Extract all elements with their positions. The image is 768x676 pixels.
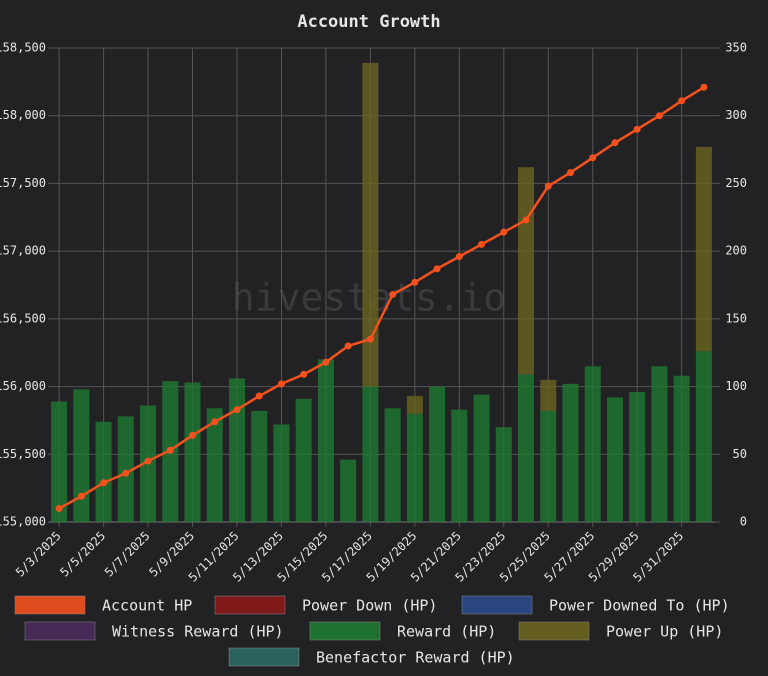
bar (540, 410, 557, 522)
point (655, 112, 663, 120)
bar (473, 394, 490, 522)
point (233, 406, 241, 414)
line (58, 86, 705, 510)
bar (295, 398, 312, 522)
point (478, 240, 486, 248)
point (255, 392, 263, 400)
point (433, 265, 441, 273)
legend-swatch (228, 647, 300, 667)
legend-label: Benefactor Reward (HP) (316, 649, 515, 667)
legend-swatch (14, 595, 86, 615)
y2-tick-label: 300 (725, 108, 747, 122)
y-tick-label: 157,000 (0, 244, 46, 258)
bar (206, 408, 223, 522)
y2-tick-label: 100 (725, 379, 747, 393)
y2-tick-label: 350 (725, 41, 747, 55)
bar (584, 366, 601, 522)
point (455, 253, 463, 261)
y2-tick-label: 150 (725, 311, 747, 325)
point (300, 370, 308, 378)
y2-tick-label: 250 (725, 176, 747, 190)
bar (51, 401, 68, 522)
point (322, 358, 330, 366)
legend-label: Witness Reward (HP) (112, 623, 284, 641)
point (589, 154, 597, 162)
y2-tick-label: 0 (740, 515, 747, 529)
bar (317, 359, 334, 522)
bar (362, 62, 379, 387)
legend-label: Account HP (102, 597, 192, 615)
bar (606, 397, 623, 522)
bar (695, 351, 712, 522)
point (144, 457, 152, 465)
y-tick-label: 158,500 (0, 41, 46, 55)
point (544, 182, 552, 190)
point (633, 125, 641, 133)
point (566, 169, 574, 177)
bar (562, 383, 579, 522)
point (277, 380, 285, 388)
bar (73, 389, 90, 522)
legend-swatch (461, 595, 533, 615)
y-tick-label: 157,500 (0, 176, 46, 190)
legend-swatch (24, 621, 96, 641)
bar (451, 409, 468, 522)
bar (518, 374, 535, 522)
point (500, 228, 508, 236)
legend-swatch (214, 595, 286, 615)
bar (384, 408, 401, 522)
bar (651, 366, 668, 522)
bar (406, 396, 423, 414)
bar (429, 386, 446, 522)
bar (495, 427, 512, 522)
bar (340, 459, 357, 522)
legend-label: Power Down (HP) (302, 597, 437, 615)
bar (184, 382, 201, 522)
y-tick-label: 155,000 (0, 515, 46, 529)
bar (673, 375, 690, 522)
y2-tick-label: 200 (725, 244, 747, 258)
bar (251, 410, 268, 522)
point (100, 479, 108, 487)
bar (228, 378, 245, 522)
point (366, 335, 374, 343)
y2-tick-label: 50 (733, 447, 747, 461)
legend-label: Power Up (HP) (606, 623, 723, 641)
legend-label: Power Downed To (HP) (549, 597, 730, 615)
point (700, 83, 708, 91)
bar (95, 421, 112, 522)
point (611, 139, 619, 147)
point (678, 97, 686, 105)
legend-swatch (518, 621, 590, 641)
point (389, 290, 397, 298)
legend-swatch (309, 621, 381, 641)
point (77, 492, 85, 500)
point (166, 446, 174, 454)
point (189, 431, 197, 439)
bar (406, 413, 423, 522)
chart-title: Account Growth (297, 12, 440, 32)
y-tick-label: 156,500 (0, 311, 46, 325)
y-tick-label: 156,000 (0, 379, 46, 393)
bar (273, 424, 290, 522)
point (211, 418, 219, 426)
bar (540, 379, 557, 411)
bar (695, 146, 712, 352)
bar (518, 167, 535, 375)
bar (629, 391, 646, 522)
point (55, 504, 63, 512)
y-tick-label: 158,000 (0, 108, 46, 122)
point (411, 278, 419, 286)
bar (362, 386, 379, 522)
y-tick-label: 155,500 (0, 447, 46, 461)
legend-label: Reward (HP) (397, 623, 496, 641)
point (522, 216, 530, 224)
bar (117, 416, 134, 522)
point (344, 342, 352, 350)
point (122, 469, 130, 477)
